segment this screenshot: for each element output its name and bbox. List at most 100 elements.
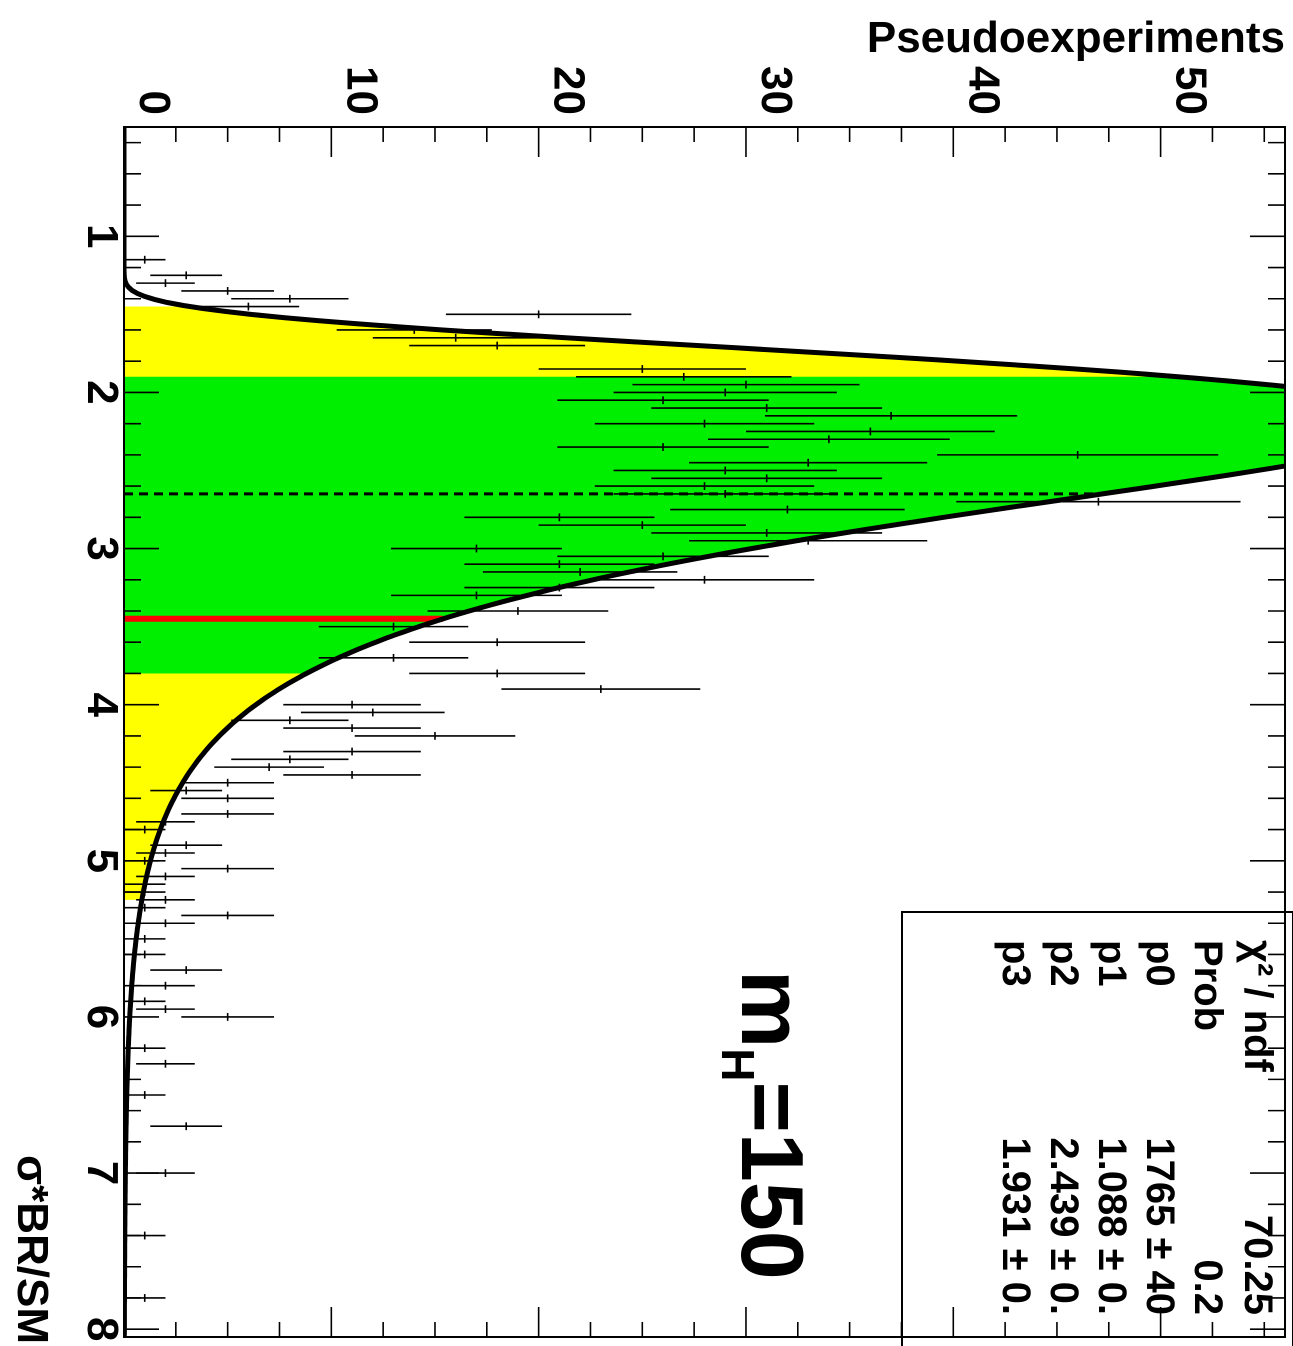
data-point bbox=[594, 419, 815, 428]
data-point bbox=[283, 747, 421, 756]
data-point bbox=[613, 490, 837, 498]
x-tick-label: 5 bbox=[78, 849, 127, 873]
x-tick-label: 2 bbox=[78, 380, 127, 404]
x-tick-label: 1 bbox=[78, 224, 127, 248]
y-tick-label-wrap: 30 bbox=[752, 66, 801, 115]
data-point bbox=[764, 411, 1018, 420]
data-point bbox=[181, 794, 275, 803]
x-tick-label: 4 bbox=[78, 692, 127, 717]
data-point bbox=[632, 380, 860, 389]
data-point bbox=[136, 279, 195, 288]
y-tick-label-wrap: 50 bbox=[1167, 66, 1216, 115]
stats-label: p1 bbox=[1090, 940, 1134, 987]
data-point bbox=[956, 497, 1241, 506]
data-point bbox=[318, 622, 469, 631]
data-point bbox=[651, 404, 883, 412]
stats-rows: χ² / ndf 70.25 Prob 0.2 p0 1765 ± 40 p1 1.088 ±… bbox=[994, 940, 1280, 1315]
stats-value: 0.2 bbox=[1186, 1259, 1230, 1315]
x-tick-label-wrap: 4 bbox=[78, 692, 127, 717]
stats-label-wrap: χ² / ndf bbox=[1236, 940, 1280, 1073]
plot-frame bbox=[123, 126, 1286, 1338]
stats-label-wrap: p2 bbox=[1042, 940, 1086, 987]
data-point bbox=[300, 708, 445, 717]
data-point bbox=[501, 685, 701, 693]
data-point bbox=[283, 771, 421, 779]
data-point bbox=[150, 966, 223, 974]
stats-box-frame bbox=[901, 911, 1293, 1346]
data-point bbox=[283, 700, 421, 709]
x-axis-title-group: σ*BR/SM bbox=[8, 1155, 57, 1344]
y-tick-label-wrap: 0 bbox=[130, 91, 179, 115]
stats-box: χ² / ndf 70.25 Prob 0.2 p0 1765 ± 40 p1 1.088 ±… bbox=[901, 911, 1293, 1346]
data-point bbox=[124, 903, 166, 912]
stats-label: χ² / ndf bbox=[1236, 940, 1280, 1073]
stats-label-wrap: p0 bbox=[1138, 940, 1182, 987]
data-point bbox=[124, 934, 166, 943]
stats-value-wrap: 1.088 ± 0. bbox=[1090, 1137, 1134, 1315]
svg-text:mH=150: mH=150 bbox=[712, 970, 822, 1280]
stats-value: 1765 ± 40 bbox=[1138, 1137, 1182, 1315]
data-point bbox=[181, 864, 275, 873]
data-point bbox=[409, 638, 586, 647]
stats-value: 1.931 ± 0. bbox=[994, 1137, 1038, 1315]
data-point bbox=[745, 427, 995, 436]
y-tick-label: 10 bbox=[337, 66, 386, 115]
stats-value-wrap: 1.931 ± 0. bbox=[994, 1137, 1038, 1315]
data-point bbox=[214, 763, 324, 772]
x-tick-label: 8 bbox=[78, 1317, 127, 1341]
stats-value-wrap: 1765 ± 40 bbox=[1138, 1137, 1182, 1315]
x-tick-label-wrap: 6 bbox=[78, 1005, 127, 1029]
y-tick-label-wrap: 20 bbox=[545, 66, 594, 115]
data-point bbox=[136, 1005, 195, 1014]
data-point bbox=[557, 552, 769, 561]
y-tick-label-wrap: 10 bbox=[337, 66, 386, 115]
data-point bbox=[231, 294, 349, 303]
stats-value: 2.439 ± 0. bbox=[1042, 1137, 1086, 1315]
data-point bbox=[538, 521, 746, 530]
data-point bbox=[136, 895, 195, 904]
data-point bbox=[354, 732, 516, 740]
data-point bbox=[594, 575, 815, 584]
data-point bbox=[576, 372, 792, 381]
data-point bbox=[445, 310, 632, 319]
stats-label-wrap: p3 bbox=[994, 940, 1038, 987]
annotation-subscript: H bbox=[712, 1048, 764, 1081]
stats-label: p2 bbox=[1042, 940, 1086, 987]
annotation-value: =150 bbox=[723, 1081, 822, 1279]
data-point bbox=[150, 271, 223, 280]
data-point bbox=[613, 466, 837, 475]
data-point bbox=[181, 1013, 275, 1021]
axis-ticks bbox=[123, 127, 1285, 1337]
stats-label: Prob bbox=[1186, 940, 1230, 1031]
data-point bbox=[181, 911, 275, 920]
data-point bbox=[409, 341, 586, 350]
x-tick-label-wrap: 1 bbox=[78, 224, 127, 248]
data-point bbox=[557, 396, 769, 405]
data-point bbox=[538, 365, 746, 373]
data-point bbox=[231, 716, 349, 725]
stats-label-wrap: p1 bbox=[1090, 940, 1134, 987]
data-point bbox=[231, 755, 349, 764]
y-axis-title: Pseudoexperiments bbox=[867, 13, 1285, 62]
y-tick-label-wrap: 40 bbox=[959, 66, 1008, 115]
data-point bbox=[181, 778, 275, 787]
x-tick-label-wrap: 2 bbox=[78, 380, 127, 404]
stats-value: 1.088 ± 0. bbox=[1090, 1137, 1134, 1315]
mass-annotation: mH=150 bbox=[712, 970, 822, 1280]
data-point bbox=[136, 1059, 195, 1068]
data-point bbox=[427, 607, 609, 615]
data-point bbox=[464, 513, 655, 522]
data-point bbox=[689, 458, 928, 467]
data-point bbox=[594, 482, 815, 490]
data-point bbox=[557, 443, 769, 451]
data-point bbox=[482, 568, 678, 576]
y-tick-label: 40 bbox=[959, 66, 1008, 115]
stats-label-wrap: Prob bbox=[1186, 940, 1230, 1031]
data-point bbox=[136, 849, 195, 857]
data-point bbox=[150, 1122, 223, 1131]
data-point bbox=[937, 450, 1219, 459]
sigma-bands bbox=[124, 306, 1285, 900]
fit-curve bbox=[124, 127, 1285, 1337]
data-point bbox=[613, 388, 837, 397]
data-point bbox=[197, 302, 300, 311]
